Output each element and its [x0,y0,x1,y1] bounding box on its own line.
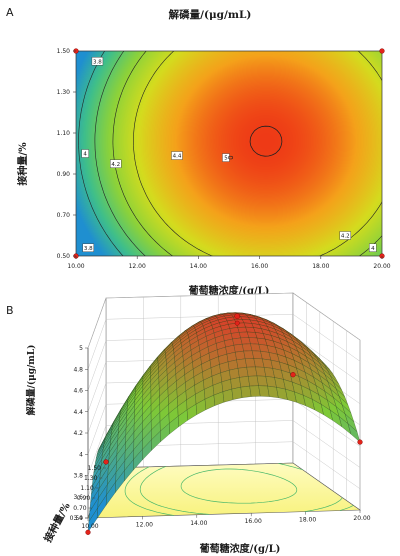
svg-text:4.2: 4.2 [111,162,120,168]
floor-contour-2 [180,468,298,504]
svg-text:4.2: 4.2 [341,234,350,240]
floor-contour-1 [139,463,343,515]
surface-z-tick-8: 5 [79,345,83,352]
contour-y-tick-0: 0.50 [57,253,71,260]
contour-y-tick-1: 0.70 [57,212,71,219]
contour-line-2 [112,51,382,256]
surface-y-tick-4: 1.30 [84,475,98,482]
contour-axes: 10.00 12.00 14.00 16.00 18.00 20.00 0.50 0.70 0.… [57,48,391,270]
contour-label-1: 4 [81,149,89,158]
contour-line-1 [94,51,146,256]
surface-z-tick-3: 4 [79,451,83,458]
contour-label-4: 5 [222,153,230,162]
contour-x-tick-0: 10.00 [67,263,84,270]
contour-x-tick-1: 12.00 [129,263,146,270]
contour-x-tick-4: 18.00 [312,263,329,270]
design-point-1 [379,48,385,54]
surface-z-tick-1: 3.6 [73,494,83,501]
surface-axes: 3.4 3.6 3.8 4 4.2 4.4 4.6 4.8 5 10.00 12.00 14.00 16… [70,345,371,530]
contour-label-6: 4.2 [339,231,351,240]
contour-x-tick-3: 16.00 [251,263,268,270]
surface-x-tick-3: 16.00 [245,518,262,525]
panel-letter-b: B [6,304,14,317]
surface-x-tick-5: 20.00 [353,515,370,522]
surface-design-point-2 [290,372,296,378]
surface-x-tick-0: 10.00 [81,523,98,530]
contour-x-tick-5: 20.00 [373,263,390,270]
surface-y-tick-5: 1.50 [88,465,102,472]
surface-z-tick-0: 3.4 [73,515,83,522]
panel-letter-a: A [6,6,14,19]
surface-design-point-1 [357,439,363,445]
surface-z-tick-4: 4.2 [73,430,83,437]
surface-z-tick-5: 4.4 [73,409,83,416]
surface-z-axis-label: 解磷量/(μg/mL) [25,345,37,416]
surface-y-tick-1: 0.70 [73,505,87,512]
svg-text:3.8: 3.8 [93,59,102,65]
surface-peak-point [234,313,241,319]
surface-x-axis-label: 葡萄糖浓度/(g/L) [199,542,281,555]
contour-y-tick-2: 0.90 [57,171,71,178]
surface-y-tick-0: 0.50 [70,515,84,522]
contour-y-tick-3: 1.10 [57,130,71,137]
svg-text:4: 4 [371,246,375,252]
contour-x-axis-label: 葡萄糖浓度/(g/L) [188,284,270,297]
contour-line-3 [133,51,382,256]
svg-text:4.4: 4.4 [173,154,182,160]
svg-text:4: 4 [83,152,87,158]
surface-x-tick-4: 18.00 [299,517,316,524]
contour-y-tick-5: 1.50 [57,48,71,55]
contour-peak-marker [228,155,234,160]
surface-design-point-0 [85,529,91,535]
contour-title: 解磷量/(μg/mL) [168,8,252,21]
svg-text:5: 5 [224,156,228,162]
surface-x-tick-2: 14.00 [190,520,207,527]
contour-label-5: 3.8 [82,243,94,253]
surface-x-tick-1: 12.00 [136,521,153,528]
surface-y-tick-3: 1.10 [80,485,94,492]
contour-lines [78,51,382,256]
contour-label-2: 4.2 [110,159,122,168]
contour-level-labels: 3.8 4 4.2 4.4 5 3.8 4.2 4 [81,57,377,253]
surface-z-tick-6: 4.6 [73,388,83,395]
surface-center-point [234,320,240,326]
surface-y-axis-label: 接种量/% [41,500,73,545]
contour-y-axis-label: 接种量/% [16,142,29,186]
contour-y-tick-4: 1.30 [57,89,71,96]
contour-plot-frame [75,50,383,257]
surface-mesh [85,312,363,535]
floor-contour-0 [124,466,354,516]
contour-x-tick-2: 14.00 [190,263,207,270]
contour-line-4 [249,125,283,157]
svg-text:3.8: 3.8 [84,246,93,252]
contour-label-3: 4.4 [171,151,183,160]
surface-z-tick-2: 3.8 [73,473,83,480]
surface-y-tick-2: 0.90 [77,495,91,502]
surface-z-tick-7: 4.8 [73,366,83,373]
contour-label-7: 4 [369,243,377,253]
contour-label-0: 3.8 [91,57,104,66]
surface-design-point-3 [103,459,109,465]
